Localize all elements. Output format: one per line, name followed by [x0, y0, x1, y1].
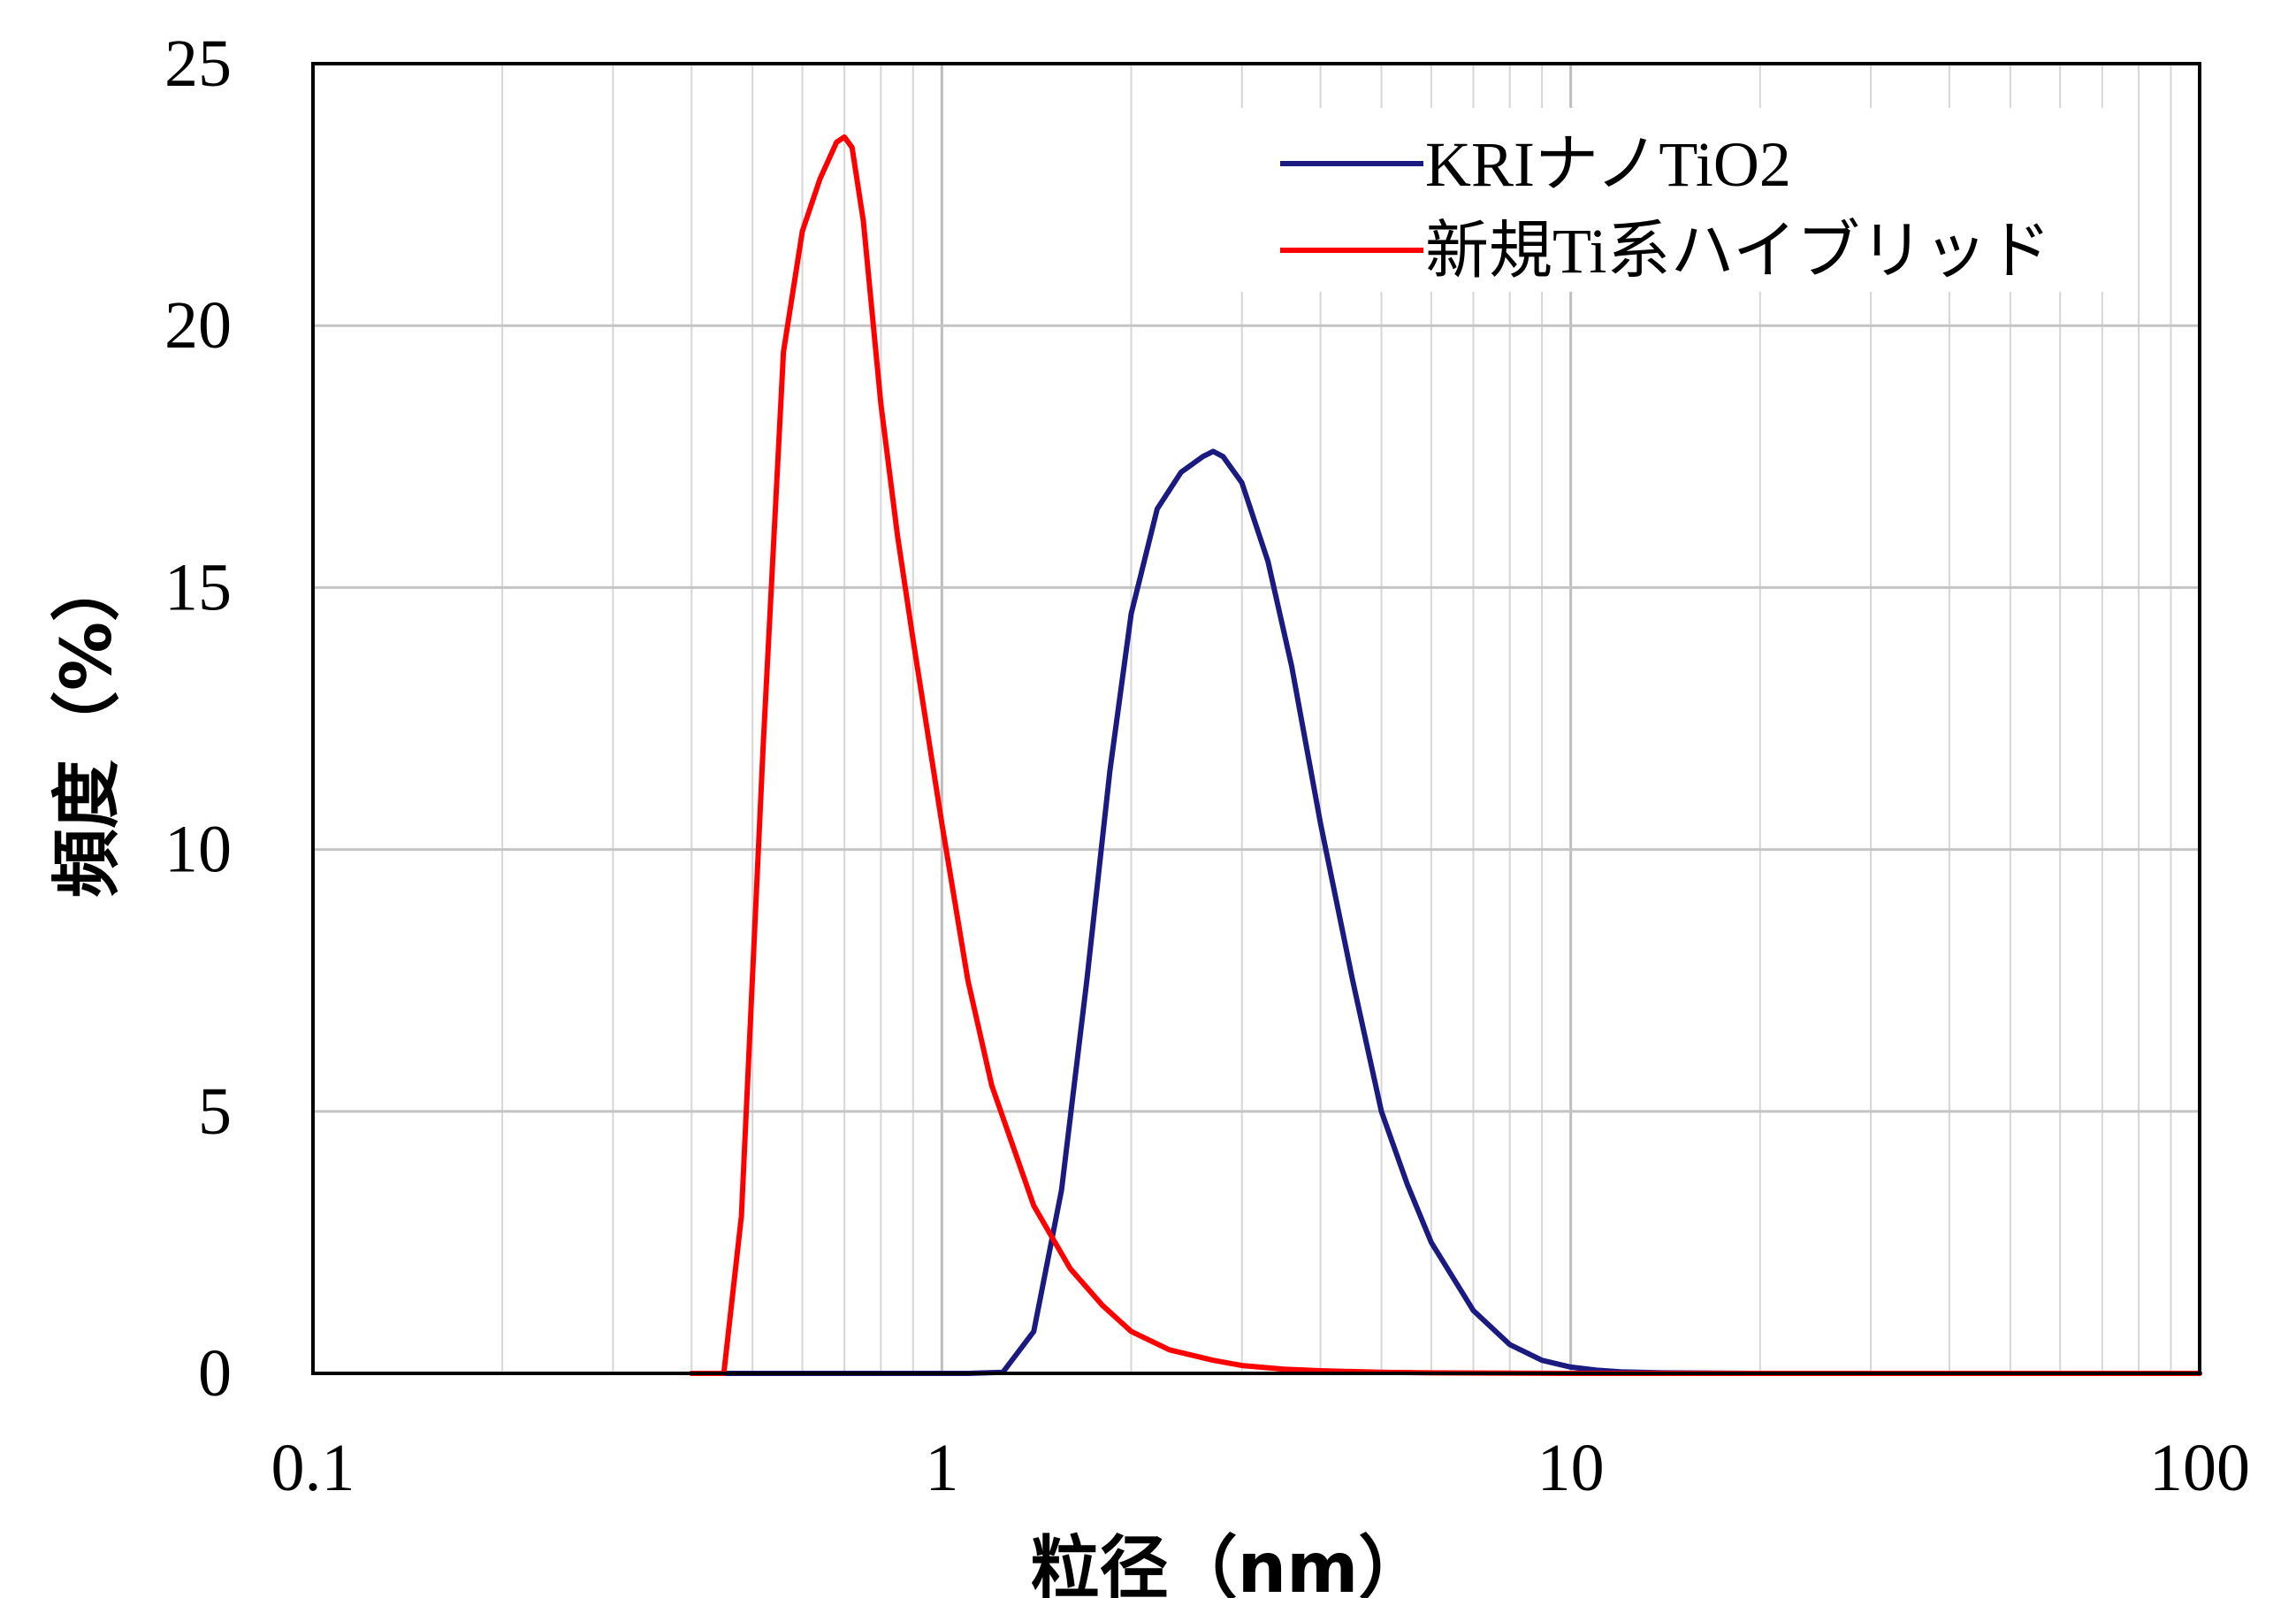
x-tick-label: 1 [925, 1431, 958, 1505]
tick-labels: 0.1 1 10 100 0 5 10 15 20 25 [164, 27, 2250, 1505]
y-tick-label: 20 [164, 288, 232, 363]
y-tick-label: 10 [164, 813, 232, 887]
legend-label-0: KRIナノTiO2 [1425, 129, 1791, 200]
series-line-1 [689, 134, 2202, 1376]
plot-frame [311, 62, 2201, 1375]
series-line-0 [689, 448, 2202, 1376]
legend-box [1233, 108, 2113, 292]
series-layer [689, 134, 2202, 1376]
y-tick-label: 25 [164, 27, 232, 101]
legend-label-1: 新規Ti系ハイブリッド [1425, 216, 2051, 287]
y-tick-label: 15 [164, 550, 232, 624]
x-axis-title: 粒径（nm） [1031, 1529, 1428, 1598]
x-tick-label: 10 [1537, 1431, 1605, 1505]
y-tick-label: 5 [198, 1074, 232, 1149]
y-tick-label: 0 [198, 1336, 232, 1411]
x-tick-label: 100 [2149, 1431, 2250, 1505]
y-axis-title: 頻度（%） [48, 553, 127, 898]
legend: KRIナノTiO2 新規Ti系ハイブリッド [1233, 108, 2113, 292]
x-tick-label: 0.1 [271, 1431, 355, 1505]
